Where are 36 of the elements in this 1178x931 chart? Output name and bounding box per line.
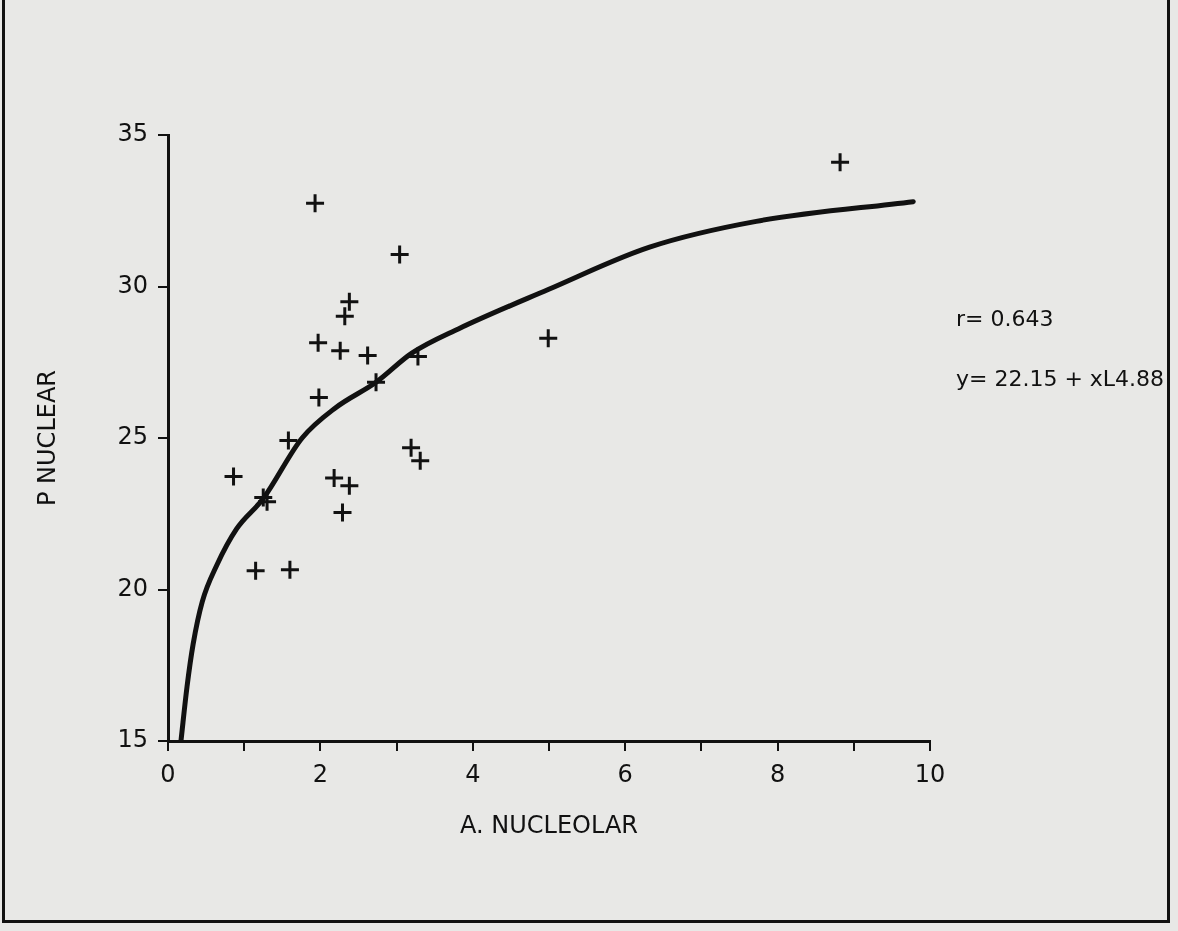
point — [389, 243, 411, 265]
point — [329, 340, 351, 362]
point — [332, 502, 353, 524]
point — [365, 371, 387, 393]
x-tick-label: 2 — [312, 759, 329, 788]
y-tick-label: 20 — [117, 573, 148, 602]
x-tick-label: 10 — [914, 759, 946, 788]
y-tick-label: 30 — [117, 270, 148, 299]
point — [308, 386, 330, 408]
y-tick-label: 35 — [117, 119, 148, 148]
y-tick-label: 15 — [117, 725, 148, 754]
x-tick-label: 0 — [160, 759, 176, 788]
text: y= 22.15 + xL4.88 — [956, 365, 1165, 391]
point — [277, 429, 299, 451]
x-axis-title: A. NUCLEOLAR — [460, 810, 638, 839]
point — [537, 327, 559, 349]
point — [323, 467, 345, 489]
point — [279, 559, 301, 581]
point — [338, 475, 360, 497]
point — [245, 560, 267, 582]
point — [829, 151, 851, 173]
y-axis-title: P NUCLEAR — [32, 369, 61, 507]
point — [223, 465, 245, 487]
point — [407, 345, 429, 367]
point — [307, 332, 329, 354]
point — [256, 491, 278, 513]
x-tick-label: 8 — [769, 759, 786, 788]
point — [357, 345, 379, 367]
x-tick-label: 4 — [465, 759, 481, 788]
x-tick-label: 6 — [617, 759, 633, 788]
y-tick-label: 25 — [117, 422, 148, 451]
point — [304, 192, 326, 214]
text: r= 0.643 — [956, 305, 1054, 331]
point — [334, 305, 356, 327]
point — [252, 486, 274, 508]
point — [338, 291, 360, 313]
